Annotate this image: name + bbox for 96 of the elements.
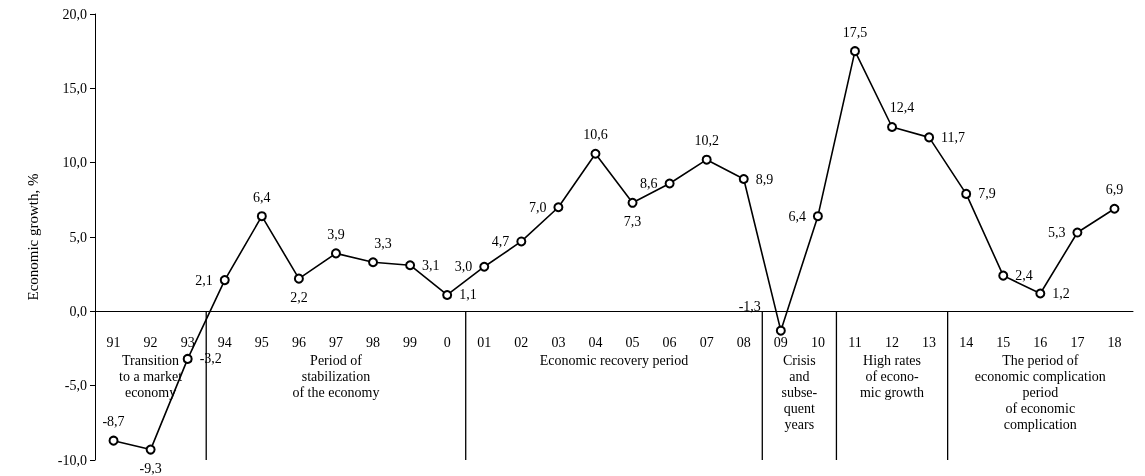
data-label: 3,0 [454,259,473,275]
x-tick-label: 91 [106,334,121,350]
x-tick-label: 02 [514,334,529,350]
point [738,174,749,185]
data-label: 1,2 [1052,285,1070,301]
point [849,46,860,57]
point [516,236,527,247]
x-tick-label: 03 [551,334,566,350]
point [961,188,972,199]
data-label: 7,0 [528,199,547,215]
point [812,211,823,222]
point [664,178,675,189]
data-label: 7,9 [978,186,996,202]
data-label: 10,6 [583,127,608,143]
y-tick-label: 5,0 [69,229,87,245]
x-tick-label: 07 [699,334,714,350]
point [1072,227,1083,238]
point [590,148,601,159]
x-tick-label: 95 [254,334,269,350]
point [330,248,341,259]
point [775,325,786,336]
y-tick-label: -10,0 [57,452,87,468]
x-tick-label: 17 [1070,334,1085,350]
x-tick-label: 98 [366,334,381,350]
point [293,273,304,284]
x-tick-label: 18 [1107,334,1122,350]
data-label: 3,1 [422,257,440,273]
y-tick-label: 0,0 [69,303,87,319]
x-tick-label: 13 [922,334,937,350]
x-tick-label: 96 [291,334,306,350]
point [405,260,416,271]
x-tick-label: 12 [885,334,900,350]
data-label: 8,6 [640,175,658,191]
x-tick-label: 15 [996,334,1011,350]
x-tick-label: 0 [443,334,451,350]
point [368,257,379,268]
point [145,444,156,455]
point [998,270,1009,281]
point [256,211,267,222]
data-label: 2,4 [1015,268,1033,284]
point [701,154,712,165]
data-label: 10,2 [694,133,719,149]
data-label: 3,9 [327,226,345,242]
annotation: Period of stabilization of the economy [292,353,380,401]
data-label: -1,3 [738,299,761,315]
x-tick-label: 16 [1033,334,1048,350]
point [627,197,638,208]
x-tick-label: 05 [625,334,640,350]
x-tick-label: 10 [810,334,825,350]
data-label: 5,3 [1047,225,1066,241]
data-label: 12,4 [889,100,915,116]
point [553,202,564,213]
point [182,353,193,364]
data-label: 4,7 [491,233,510,249]
x-tick-label: 93 [180,334,195,350]
y-tick-label: -5,0 [64,378,87,394]
point [479,261,490,272]
data-label: 2,1 [195,272,213,288]
point [924,132,935,143]
x-tick-label: 09 [773,334,788,350]
data-label: -9,3 [139,461,162,476]
y-axis-title: Economic growth, % [24,173,41,301]
annotation: Economic recovery period [539,353,689,369]
point [108,435,119,446]
point [887,121,898,132]
annotation: The period of economic complication period of economic complication [974,353,1106,433]
point [1109,203,1120,214]
x-tick-label: 99 [403,334,418,350]
x-tick-label: 06 [662,334,677,350]
y-tick-label: 15,0 [62,80,87,96]
data-label: 17,5 [842,24,868,40]
annotation: High rates of econo- mic growth [859,353,925,401]
data-label: -8,7 [102,414,125,430]
data-label: 3,3 [374,235,392,251]
y-tick-label: 20,0 [62,6,87,22]
data-label: 11,7 [941,129,966,145]
data-label: 2,2 [290,290,308,306]
x-tick-label: 04 [588,334,603,350]
x-tick-label: 01 [477,334,492,350]
data-label: 6,9 [1105,182,1124,198]
x-tick-label: 92 [143,334,158,350]
data-label: 6,4 [788,208,806,224]
data-label: 6,4 [253,189,271,205]
data-label: 8,9 [755,171,774,187]
point [219,275,230,286]
x-tick-label: 94 [217,334,232,350]
x-tick-label: 14 [959,334,974,350]
data-label: 7,3 [623,214,642,230]
data-label: 1,1 [459,287,477,303]
annotation: Crisis and subse- quent years [781,353,818,433]
x-tick-label: 11 [848,334,862,350]
x-tick-label: 97 [328,334,343,350]
x-tick-label: 08 [736,334,751,350]
point [442,289,453,300]
y-tick-label: 10,0 [62,155,87,171]
point [1035,288,1046,299]
